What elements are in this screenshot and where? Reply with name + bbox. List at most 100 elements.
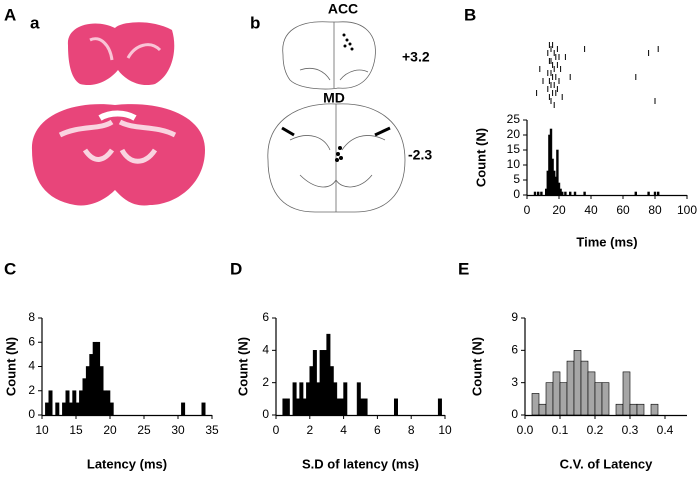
bar bbox=[295, 398, 300, 416]
bar bbox=[79, 390, 84, 416]
x-tick-label: 10 bbox=[35, 423, 49, 437]
y-tick-label: 20 bbox=[507, 127, 521, 141]
bar bbox=[306, 382, 311, 416]
y-tick-label: 5 bbox=[513, 172, 520, 186]
bar bbox=[92, 341, 97, 416]
bar bbox=[55, 402, 60, 416]
histology-image bbox=[31, 22, 205, 206]
y-tick-label: 10 bbox=[507, 157, 521, 171]
y-tick-label: 6 bbox=[511, 343, 518, 357]
bar bbox=[538, 403, 547, 416]
x-axis-label: S.D of latency (ms) bbox=[302, 456, 419, 471]
bar bbox=[560, 191, 564, 196]
bar bbox=[629, 403, 638, 416]
bar bbox=[82, 378, 87, 416]
x-tick-label: 80 bbox=[648, 203, 662, 217]
bar bbox=[356, 382, 361, 416]
x-tick-label: 30 bbox=[171, 423, 185, 437]
bar bbox=[68, 402, 73, 416]
y-tick-label: 0 bbox=[28, 407, 35, 421]
x-tick-label: 0.4 bbox=[657, 423, 674, 437]
x-axis-label: Time (ms) bbox=[576, 234, 637, 249]
bar bbox=[65, 390, 70, 416]
bar bbox=[75, 402, 80, 416]
bar bbox=[333, 382, 338, 416]
bar bbox=[650, 403, 659, 416]
bar bbox=[89, 354, 94, 416]
x-tick-label: 0.1 bbox=[552, 423, 569, 437]
x-tick-label: 100 bbox=[677, 203, 697, 217]
panel-label: E bbox=[458, 259, 469, 278]
atlas-drawing bbox=[267, 21, 406, 213]
y-axis-label: Count (N) bbox=[3, 337, 18, 396]
x-tick-label: 15 bbox=[69, 423, 83, 437]
y-axis-label: Count (N) bbox=[469, 337, 484, 396]
bar bbox=[309, 366, 314, 416]
bar bbox=[336, 398, 341, 416]
y-tick-label: 8 bbox=[28, 310, 35, 324]
x-tick-label: 10 bbox=[438, 423, 452, 437]
region-label: ACC bbox=[328, 1, 358, 17]
x-tick-label: 6 bbox=[374, 423, 381, 437]
bar bbox=[292, 382, 297, 416]
bar bbox=[282, 398, 287, 416]
bar bbox=[559, 382, 568, 416]
x-tick-label: 8 bbox=[408, 423, 415, 437]
bar bbox=[48, 390, 53, 416]
y-tick-label: 15 bbox=[507, 142, 521, 156]
bar bbox=[85, 366, 90, 416]
x-tick-label: 40 bbox=[584, 203, 598, 217]
bar bbox=[647, 191, 650, 196]
bar bbox=[109, 402, 114, 416]
y-tick-label: 3 bbox=[511, 375, 518, 389]
x-tick-label: 0.2 bbox=[587, 423, 604, 437]
x-tick-label: 20 bbox=[103, 423, 117, 437]
bar bbox=[583, 191, 586, 196]
bar bbox=[580, 360, 589, 416]
x-axis-label: C.V. of Latency bbox=[560, 456, 653, 471]
bar bbox=[533, 191, 537, 196]
bar bbox=[568, 191, 572, 196]
bar bbox=[653, 191, 657, 196]
bar bbox=[540, 191, 543, 196]
bar bbox=[323, 350, 328, 416]
bar bbox=[329, 366, 334, 416]
x-tick-label: 4 bbox=[340, 423, 347, 437]
y-tick-label: 6 bbox=[262, 310, 269, 324]
bar bbox=[393, 398, 398, 416]
bar bbox=[99, 366, 104, 416]
panel-label: a bbox=[30, 13, 40, 32]
bar bbox=[573, 191, 577, 196]
bar bbox=[326, 333, 331, 416]
bar bbox=[363, 398, 368, 416]
y-tick-label: 4 bbox=[28, 359, 35, 373]
y-tick-label: 9 bbox=[511, 310, 518, 324]
bar bbox=[72, 390, 77, 416]
bar bbox=[106, 390, 111, 416]
bar bbox=[316, 382, 321, 416]
bar bbox=[656, 191, 660, 196]
y-tick-label: 6 bbox=[28, 334, 35, 348]
bar bbox=[536, 191, 540, 196]
x-tick-label: 2 bbox=[306, 423, 313, 437]
bar bbox=[634, 191, 638, 196]
y-axis-label: Count (N) bbox=[473, 128, 488, 187]
x-tick-label: 0 bbox=[273, 423, 280, 437]
y-tick-label: 2 bbox=[262, 375, 269, 389]
bar bbox=[566, 360, 575, 416]
bar bbox=[573, 350, 582, 416]
x-tick-label: 35 bbox=[205, 423, 219, 437]
panel-label: B bbox=[464, 5, 476, 24]
bar bbox=[45, 402, 50, 416]
bar bbox=[302, 398, 307, 416]
bar bbox=[201, 402, 206, 416]
bar bbox=[360, 398, 365, 416]
panel-label: b bbox=[250, 13, 260, 32]
y-tick-label: 0 bbox=[513, 187, 520, 201]
bar bbox=[312, 350, 317, 416]
bar bbox=[615, 403, 624, 416]
bar bbox=[181, 402, 186, 416]
bar bbox=[285, 398, 290, 416]
bar bbox=[601, 382, 610, 416]
x-tick-label: 25 bbox=[137, 423, 151, 437]
